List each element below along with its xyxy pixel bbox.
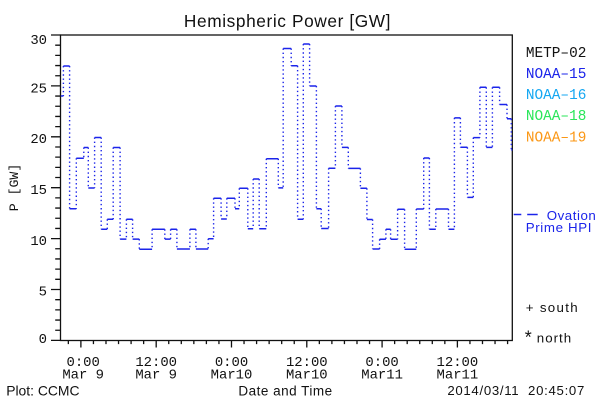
svg-text:12:00: 12:00 <box>135 355 177 371</box>
svg-text:P [GW]: P [GW] <box>7 164 22 211</box>
svg-text:NOAA–15: NOAA–15 <box>526 67 586 83</box>
svg-text:15: 15 <box>30 183 47 199</box>
svg-text:Prime HPI: Prime HPI <box>526 220 592 235</box>
svg-text:NOAA–16: NOAA–16 <box>526 88 586 104</box>
svg-text:*: * <box>525 328 532 348</box>
svg-text:NOAA–19: NOAA–19 <box>526 130 586 146</box>
svg-text:Plot: CCMC: Plot: CCMC <box>6 382 79 398</box>
svg-text:30: 30 <box>30 33 47 49</box>
svg-text:north: north <box>537 330 572 345</box>
svg-text:+ south: + south <box>526 300 579 315</box>
svg-text:12:00: 12:00 <box>286 355 328 371</box>
svg-text:20: 20 <box>30 132 47 148</box>
svg-text:Mar10: Mar10 <box>286 368 328 384</box>
svg-text:2014/03/11 20:45:07: 2014/03/11 20:45:07 <box>447 383 585 398</box>
svg-text:Mar 9: Mar 9 <box>135 368 177 384</box>
svg-text:Hemispheric Power [GW]: Hemispheric Power [GW] <box>184 11 391 31</box>
svg-text:NOAA–18: NOAA–18 <box>526 109 586 125</box>
svg-text:Date and Time: Date and Time <box>238 384 332 399</box>
svg-text:0:00: 0:00 <box>215 355 248 371</box>
svg-text:25: 25 <box>30 82 47 98</box>
svg-text:Mar10: Mar10 <box>211 368 253 384</box>
svg-text:Ovation: Ovation <box>547 208 597 223</box>
svg-text:Mar11: Mar11 <box>361 368 403 384</box>
svg-text:10: 10 <box>30 234 47 250</box>
svg-text:Mar 9: Mar 9 <box>62 368 104 384</box>
svg-text:12:00: 12:00 <box>437 355 479 371</box>
svg-text:METP–02: METP–02 <box>526 46 586 62</box>
svg-text:Mar11: Mar11 <box>437 368 479 384</box>
svg-text:0:00: 0:00 <box>365 355 398 371</box>
svg-text:0: 0 <box>39 332 47 348</box>
svg-text:5: 5 <box>39 285 47 301</box>
svg-text:0:00: 0:00 <box>67 355 100 371</box>
